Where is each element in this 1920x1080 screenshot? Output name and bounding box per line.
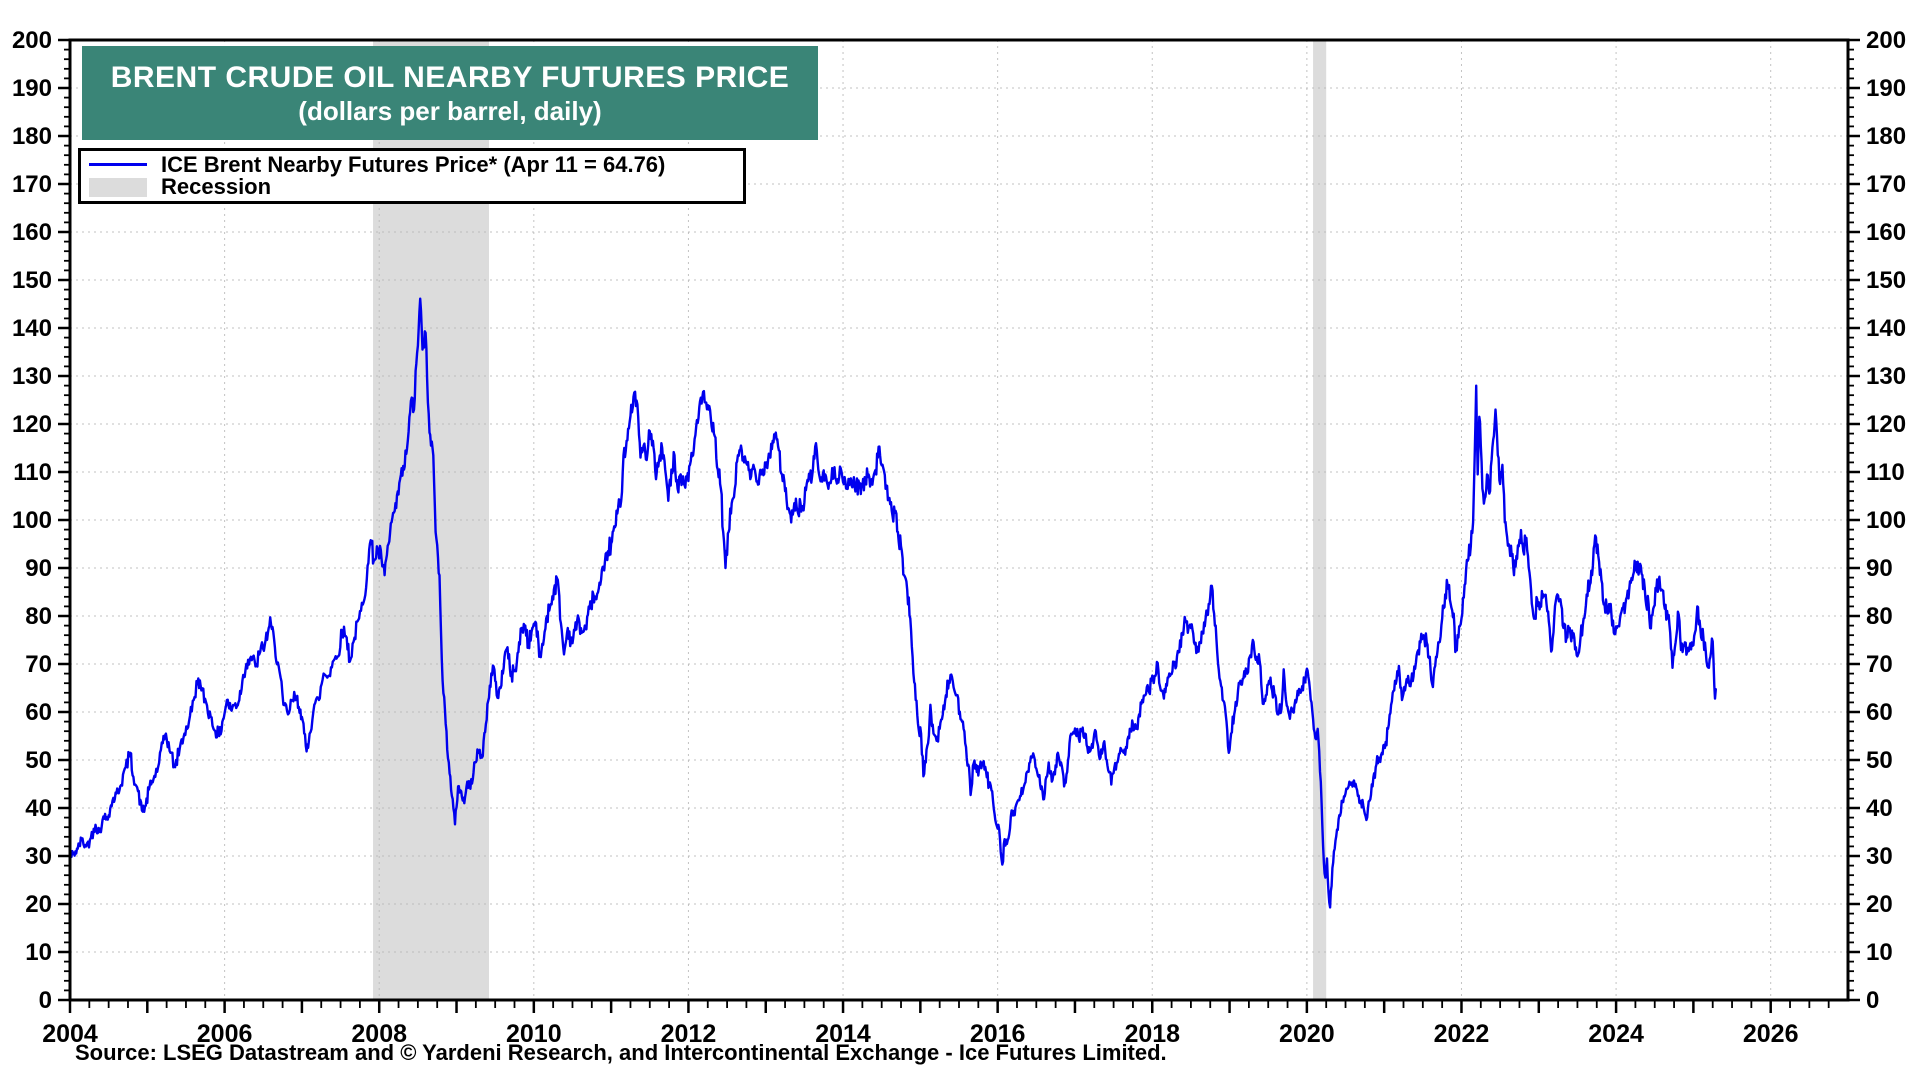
y-axis-tick-label-right: 170	[1866, 171, 1906, 198]
y-axis-tick-label-left: 60	[25, 699, 52, 726]
chart-title: BRENT CRUDE OIL NEARBY FUTURES PRICE	[110, 60, 790, 94]
y-axis-tick-label-left: 100	[12, 507, 52, 534]
chart-legend: ICE Brent Nearby Futures Price* (Apr 11 …	[78, 148, 746, 204]
y-axis-tick-label-right: 60	[1866, 699, 1893, 726]
recession-legend-label: Recession	[161, 174, 272, 200]
y-axis-tick-label-left: 140	[12, 315, 52, 342]
y-axis-tick-label-left: 130	[12, 363, 52, 390]
x-axis-tick-label: 2012	[661, 1020, 717, 1048]
recession-swatch-icon	[89, 177, 147, 197]
y-axis-tick-label-right: 0	[1866, 987, 1879, 1014]
y-axis-tick-label-right: 200	[1866, 27, 1906, 54]
y-axis-tick-label-right: 160	[1866, 219, 1906, 246]
x-axis-tick-label: 2010	[506, 1020, 562, 1048]
x-axis-tick-label: 2024	[1588, 1020, 1644, 1048]
y-axis-tick-label-left: 120	[12, 411, 52, 438]
y-axis-tick-label-left: 30	[25, 843, 52, 870]
y-axis-tick-label-right: 110	[1866, 459, 1905, 486]
y-axis-tick-label-left: 180	[12, 123, 52, 150]
chart-subtitle: (dollars per barrel, daily)	[298, 95, 602, 126]
y-axis-tick-label-right: 20	[1866, 891, 1893, 918]
y-axis-tick-label-right: 40	[1866, 795, 1893, 822]
x-axis-tick-label: 2008	[351, 1020, 407, 1048]
x-axis-tick-label: 2006	[197, 1020, 253, 1048]
y-axis-tick-label-right: 30	[1866, 843, 1893, 870]
y-axis-tick-label-left: 160	[12, 219, 52, 246]
price-line	[68, 297, 1718, 909]
y-axis-tick-label-left: 70	[25, 651, 52, 678]
series-legend-label: ICE Brent Nearby Futures Price* (Apr 11 …	[161, 151, 666, 177]
y-axis-tick-label-right: 100	[1866, 507, 1906, 534]
y-axis-tick-label-left: 200	[12, 27, 52, 54]
y-axis-tick-label-right: 190	[1866, 75, 1906, 102]
y-axis-tick-label-right: 120	[1866, 411, 1906, 438]
y-axis-tick-label-left: 90	[25, 555, 52, 582]
chart-title-box: BRENT CRUDE OIL NEARBY FUTURES PRICE (do…	[82, 46, 818, 140]
x-axis-tick-label: 2022	[1434, 1020, 1490, 1048]
y-axis-tick-label-left: 0	[39, 987, 52, 1014]
x-axis-tick-label: 2018	[1124, 1020, 1180, 1048]
y-axis-tick-label-left: 110	[13, 459, 52, 486]
y-axis-tick-label-right: 50	[1866, 747, 1893, 774]
y-axis-tick-label-left: 40	[25, 795, 52, 822]
x-axis-tick-label: 2004	[42, 1020, 98, 1048]
y-axis-tick-label-right: 90	[1866, 555, 1893, 582]
y-axis-tick-label-left: 50	[25, 747, 52, 774]
y-axis-tick-label-left: 80	[25, 603, 52, 630]
y-axis-tick-label-left: 20	[25, 891, 52, 918]
y-axis-tick-label-left: 10	[25, 939, 52, 966]
x-axis-tick-label: 2014	[815, 1020, 871, 1048]
y-axis-tick-label-right: 140	[1866, 315, 1906, 342]
y-axis-tick-label-right: 80	[1866, 603, 1893, 630]
source-attribution: Source: LSEG Datastream and © Yardeni Re…	[75, 1040, 1167, 1065]
y-axis-tick-label-left: 190	[12, 75, 52, 102]
y-axis-tick-label-left: 170	[12, 171, 52, 198]
legend-item-recession: Recession	[89, 176, 735, 198]
y-axis-tick-label-right: 130	[1866, 363, 1906, 390]
y-axis-tick-label-right: 150	[1866, 267, 1906, 294]
y-axis-tick-label-right: 10	[1866, 939, 1893, 966]
legend-item-series: ICE Brent Nearby Futures Price* (Apr 11 …	[89, 151, 735, 177]
x-axis-tick-label: 2016	[970, 1020, 1026, 1048]
y-axis-tick-label-right: 70	[1866, 651, 1893, 678]
series-line-swatch-icon	[89, 163, 147, 167]
x-axis-tick-label: 2020	[1279, 1020, 1335, 1048]
y-axis-tick-label-right: 180	[1866, 123, 1906, 150]
x-axis-tick-label: 2026	[1743, 1020, 1799, 1048]
y-axis-tick-label-left: 150	[12, 267, 52, 294]
